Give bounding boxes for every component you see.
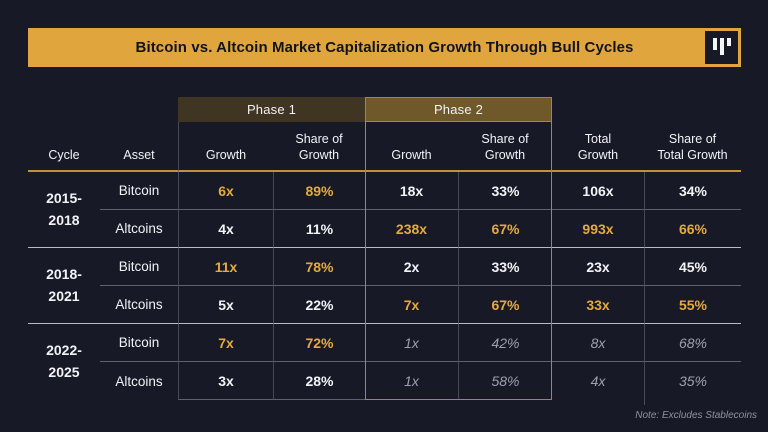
cell-total-share: 45%	[644, 248, 741, 286]
col-header-p1-growth: Growth	[178, 122, 273, 172]
cell-total-share: 55%	[644, 286, 741, 324]
cell-p2-share: 33%	[458, 172, 552, 210]
cell-total-share: 35%	[644, 362, 741, 400]
cycle-label: 2015- 2018	[28, 172, 100, 248]
cell-p2-growth: 2x	[365, 248, 458, 286]
cell-p1-share: 78%	[273, 248, 365, 286]
cell-total-growth: 23x	[552, 248, 644, 286]
cell-p2-share: 58%	[458, 362, 552, 400]
col-header-asset: Asset	[100, 122, 178, 172]
cell-p1-share: 28%	[273, 362, 365, 400]
cell-total-share: 34%	[644, 172, 741, 210]
asset-label: Bitcoin	[100, 172, 178, 210]
cell-total-share: 66%	[644, 210, 741, 248]
cell-p2-growth: 238x	[365, 210, 458, 248]
cell-p2-share: 33%	[458, 248, 552, 286]
phase2-banner: Phase 2	[365, 97, 552, 122]
cell-p2-growth: 7x	[365, 286, 458, 324]
cell-p1-growth: 5x	[178, 286, 273, 324]
col-header-p1-share: Share of Growth	[273, 122, 365, 172]
col-header-p2-share: Share of Growth	[458, 122, 552, 172]
cell-p1-growth: 3x	[178, 362, 273, 400]
cell-p1-growth: 6x	[178, 172, 273, 210]
phase1-banner: Phase 1	[178, 97, 365, 122]
column-divider-stub	[644, 400, 645, 405]
cell-total-share: 68%	[644, 324, 741, 362]
asset-label: Altcoins	[100, 286, 178, 324]
cell-p2-growth: 1x	[365, 324, 458, 362]
cell-p1-growth: 11x	[178, 248, 273, 286]
cell-p1-share: 89%	[273, 172, 365, 210]
cell-p1-share: 11%	[273, 210, 365, 248]
asset-label: Bitcoin	[100, 248, 178, 286]
growth-table: Phase 1 Phase 2 Cycle Asset Growth Share…	[28, 97, 741, 405]
col-header-total-share: Share of Total Growth	[644, 122, 741, 172]
cell-p2-share: 67%	[458, 210, 552, 248]
page-title: Bitcoin vs. Altcoin Market Capitalizatio…	[135, 39, 634, 56]
cell-p2-growth: 1x	[404, 373, 419, 389]
asset-label: Altcoins	[115, 373, 163, 389]
cell-p1-growth: 4x	[178, 210, 273, 248]
cell-p1-share: 72%	[273, 324, 365, 362]
cell-p1-share: 22%	[273, 286, 365, 324]
cell-total-growth: 106x	[552, 172, 644, 210]
col-header-total-growth: Total Growth	[552, 122, 644, 172]
brand-bars-logo-icon	[705, 31, 738, 64]
cycle-label: 2018- 2021	[28, 248, 100, 324]
cell-p1-growth: 7x	[178, 324, 273, 362]
footnote: Note: Excludes Stablecoins	[635, 410, 757, 421]
cell-p2-share: 67%	[458, 286, 552, 324]
cell-total-growth: 993x	[552, 210, 644, 248]
col-header-cycle: Cycle	[28, 122, 100, 172]
cell-p2-share: 42%	[458, 324, 552, 362]
cycle-label: 2022- 2025	[46, 342, 82, 380]
cell-p2-growth: 18x	[365, 172, 458, 210]
asset-label: Bitcoin	[100, 324, 178, 362]
cell-total-growth: 33x	[552, 286, 644, 324]
cell-total-growth: 4x	[590, 373, 606, 389]
title-bar: Bitcoin vs. Altcoin Market Capitalizatio…	[28, 28, 741, 67]
asset-label: Altcoins	[100, 210, 178, 248]
cell-total-growth: 8x	[552, 324, 644, 362]
col-header-p2-growth: Growth	[365, 122, 458, 172]
